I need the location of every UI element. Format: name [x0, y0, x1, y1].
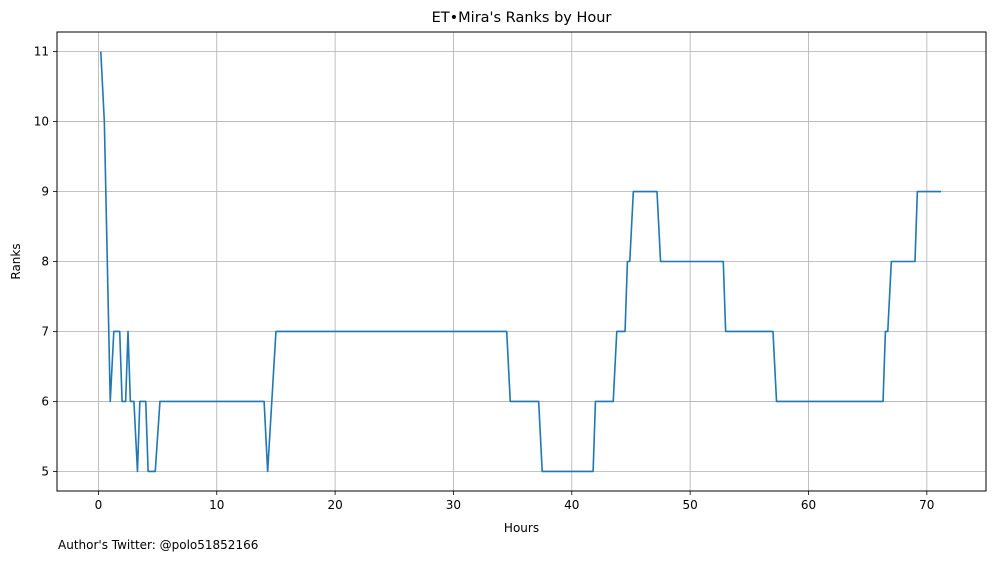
x-tick-label: 20	[327, 498, 342, 512]
x-axis-ticks: 0 10 20 30 40 50 60 70	[95, 491, 934, 512]
x-tick-label: 30	[446, 498, 461, 512]
y-tick-label: 11	[34, 45, 49, 59]
y-tick-label: 9	[41, 185, 49, 199]
y-axis-ticks: 5 6 7 8 9 10 11	[34, 45, 57, 478]
y-tick-label: 7	[41, 324, 49, 338]
rank-series-line	[99, 51, 942, 473]
chart-title: ET•Mira's Ranks by Hour	[432, 10, 612, 26]
author-footnote: Author's Twitter: @polo51852166	[58, 538, 259, 552]
x-tick-label: 50	[682, 498, 697, 512]
x-tick-label: 40	[564, 498, 579, 512]
y-tick-label: 10	[34, 115, 49, 129]
y-tick-label: 8	[41, 255, 49, 269]
x-tick-label: 70	[919, 498, 934, 512]
y-tick-label: 6	[41, 394, 49, 408]
y-axis-label: Ranks	[9, 243, 23, 279]
x-tick-label: 60	[801, 498, 816, 512]
plot-area	[99, 51, 942, 473]
y-tick-label: 5	[41, 464, 49, 478]
x-tick-label: 10	[209, 498, 224, 512]
grid-lines	[57, 32, 986, 491]
x-axis-label: Hours	[504, 521, 539, 535]
x-tick-label: 0	[95, 498, 103, 512]
